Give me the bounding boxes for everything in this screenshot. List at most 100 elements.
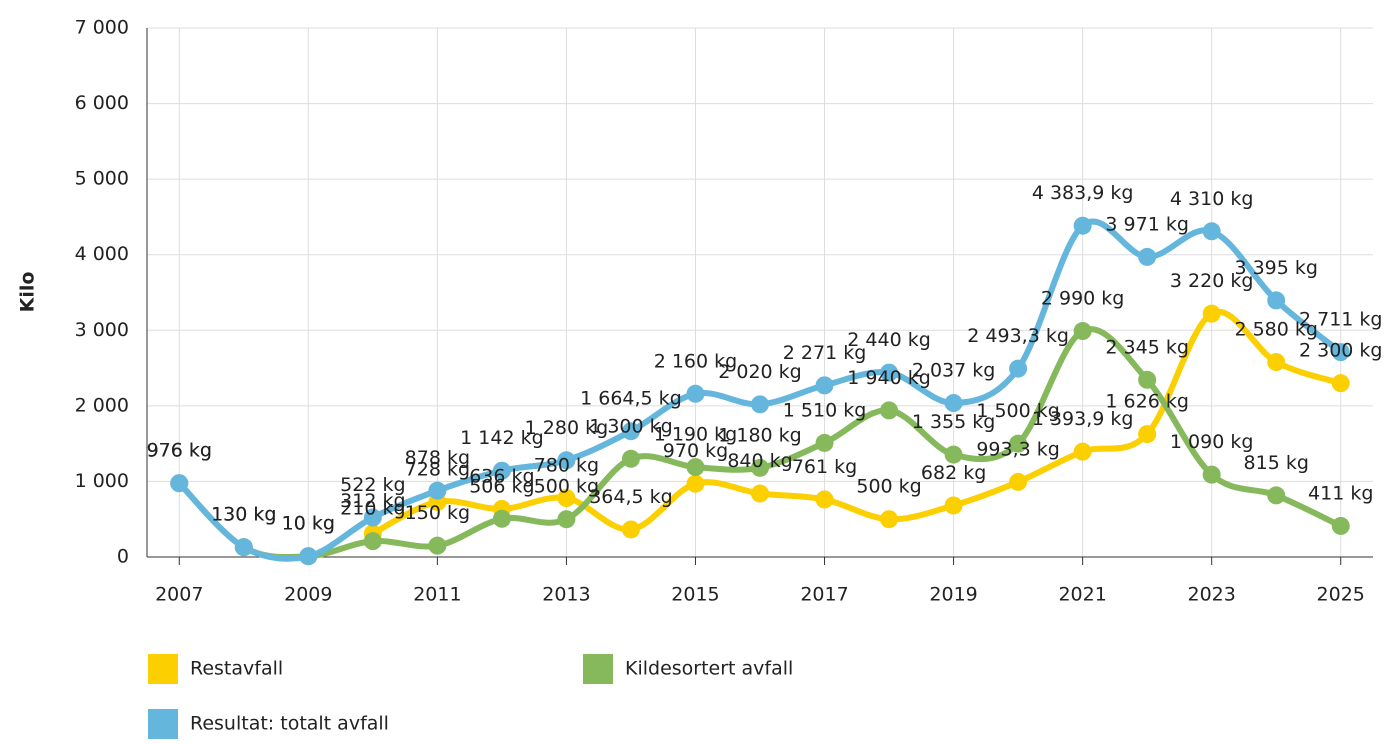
- data-point: [751, 484, 769, 503]
- x-tick-label: 2021: [1058, 584, 1106, 606]
- data-label: 2 440 kg: [847, 329, 931, 351]
- data-label: 976 kg: [147, 440, 212, 462]
- y-tick-label: 7 000: [75, 17, 129, 39]
- data-point: [428, 536, 447, 555]
- data-point: [363, 508, 382, 527]
- data-point: [751, 395, 769, 414]
- data-point: [1073, 322, 1092, 341]
- legend-label: Restavfall: [190, 658, 283, 680]
- data-label: 682 kg: [921, 462, 986, 484]
- data-label: 1 142 kg: [460, 427, 544, 449]
- data-label: 761 kg: [792, 456, 857, 478]
- data-label: 1 393,9 kg: [1032, 408, 1134, 430]
- data-label: 130 kg: [211, 504, 276, 526]
- data-point: [1138, 247, 1157, 266]
- data-label: 3 971 kg: [1105, 213, 1189, 235]
- data-point: [621, 422, 640, 441]
- data-label: 4 310 kg: [1170, 188, 1254, 210]
- series-line: [369, 308, 1344, 537]
- y-tick-label: 4 000: [75, 243, 129, 265]
- data-label: 3 395 kg: [1234, 257, 1318, 279]
- data-point: [686, 458, 705, 477]
- data-label: 636 kg: [469, 465, 534, 487]
- data-label: 364,5 kg: [589, 486, 673, 508]
- data-label: 2 271 kg: [783, 342, 867, 364]
- x-tick-label: 2019: [929, 584, 977, 606]
- x-tick-label: 2025: [1317, 584, 1365, 606]
- data-point: [1331, 374, 1350, 393]
- data-label: 1 300 kg: [589, 415, 673, 437]
- data-point: [880, 401, 899, 420]
- data-point: [1202, 222, 1221, 241]
- data-point: [1009, 434, 1028, 453]
- data-point: [686, 384, 705, 403]
- y-tick-label: 0: [117, 546, 129, 568]
- data-point: [621, 449, 640, 468]
- x-tick-label: 2023: [1188, 584, 1236, 606]
- data-label: 4 383,9 kg: [1032, 182, 1134, 204]
- legend-label: Resultat: totalt avfall: [190, 713, 389, 735]
- data-label: 2 580 kg: [1234, 319, 1318, 341]
- data-label: 970 kg: [663, 440, 728, 462]
- x-tick-label: 2013: [542, 584, 590, 606]
- data-label: 2 345 kg: [1105, 336, 1189, 358]
- legend-swatch: [148, 654, 178, 684]
- data-point: [944, 394, 963, 413]
- data-label: 411 kg: [1308, 482, 1373, 504]
- data-label: 10 kg: [282, 513, 335, 535]
- y-tick-label: 6 000: [75, 92, 129, 114]
- data-label: 3 220 kg: [1170, 270, 1254, 292]
- data-label: 1 280 kg: [525, 417, 609, 439]
- data-label: 976 kg: [147, 440, 212, 462]
- data-label: 1 626 kg: [1105, 391, 1189, 413]
- data-label: 210 kg: [340, 498, 405, 520]
- data-label: 1 190 kg: [654, 424, 738, 446]
- y-tick-label: 5 000: [75, 168, 129, 190]
- data-label: 2 493,3 kg: [967, 325, 1069, 347]
- data-point: [880, 363, 899, 382]
- data-point: [1267, 486, 1286, 505]
- data-label: 780 kg: [534, 455, 599, 477]
- legend-swatch: [148, 709, 178, 739]
- data-point: [1331, 516, 1350, 535]
- data-point: [492, 509, 511, 528]
- data-point: [815, 490, 834, 509]
- data-point: [492, 461, 511, 480]
- x-tick-label: 2015: [671, 584, 719, 606]
- data-point: [815, 376, 834, 395]
- data-point: [1267, 291, 1286, 310]
- y-tick-label: 1 000: [75, 470, 129, 492]
- data-point: [1073, 442, 1092, 461]
- data-label: 2 990 kg: [1041, 288, 1125, 310]
- data-label: 2 160 kg: [654, 350, 738, 372]
- legend-swatch: [583, 654, 613, 684]
- data-label: 506 kg: [469, 475, 534, 497]
- data-label: 1 664,5 kg: [580, 388, 682, 410]
- data-point: [621, 520, 640, 539]
- data-label: 1 500 kg: [976, 400, 1060, 422]
- data-point: [1202, 304, 1221, 323]
- data-label: 728 kg: [405, 458, 470, 480]
- data-label: 1 355 kg: [912, 411, 996, 433]
- data-point: [1138, 370, 1157, 389]
- data-label: 1 180 kg: [718, 424, 802, 446]
- data-label: 1 090 kg: [1170, 431, 1254, 453]
- data-label: 130 kg: [211, 504, 276, 526]
- data-point: [815, 433, 834, 452]
- data-label: 2 300 kg: [1299, 340, 1383, 362]
- y-axis-label: Kilo: [17, 272, 39, 313]
- y-tick-label: 3 000: [75, 319, 129, 341]
- data-label: 10 kg: [282, 513, 335, 535]
- data-point: [557, 510, 576, 529]
- data-label: 312 kg: [340, 490, 405, 512]
- data-point: [751, 458, 769, 477]
- data-point: [299, 547, 318, 566]
- data-point: [363, 532, 382, 551]
- data-point: [557, 451, 576, 470]
- data-point: [944, 445, 963, 464]
- y-tick-label: 2 000: [75, 394, 129, 416]
- data-label: 1 510 kg: [783, 399, 867, 421]
- data-label: 522 kg: [340, 474, 405, 496]
